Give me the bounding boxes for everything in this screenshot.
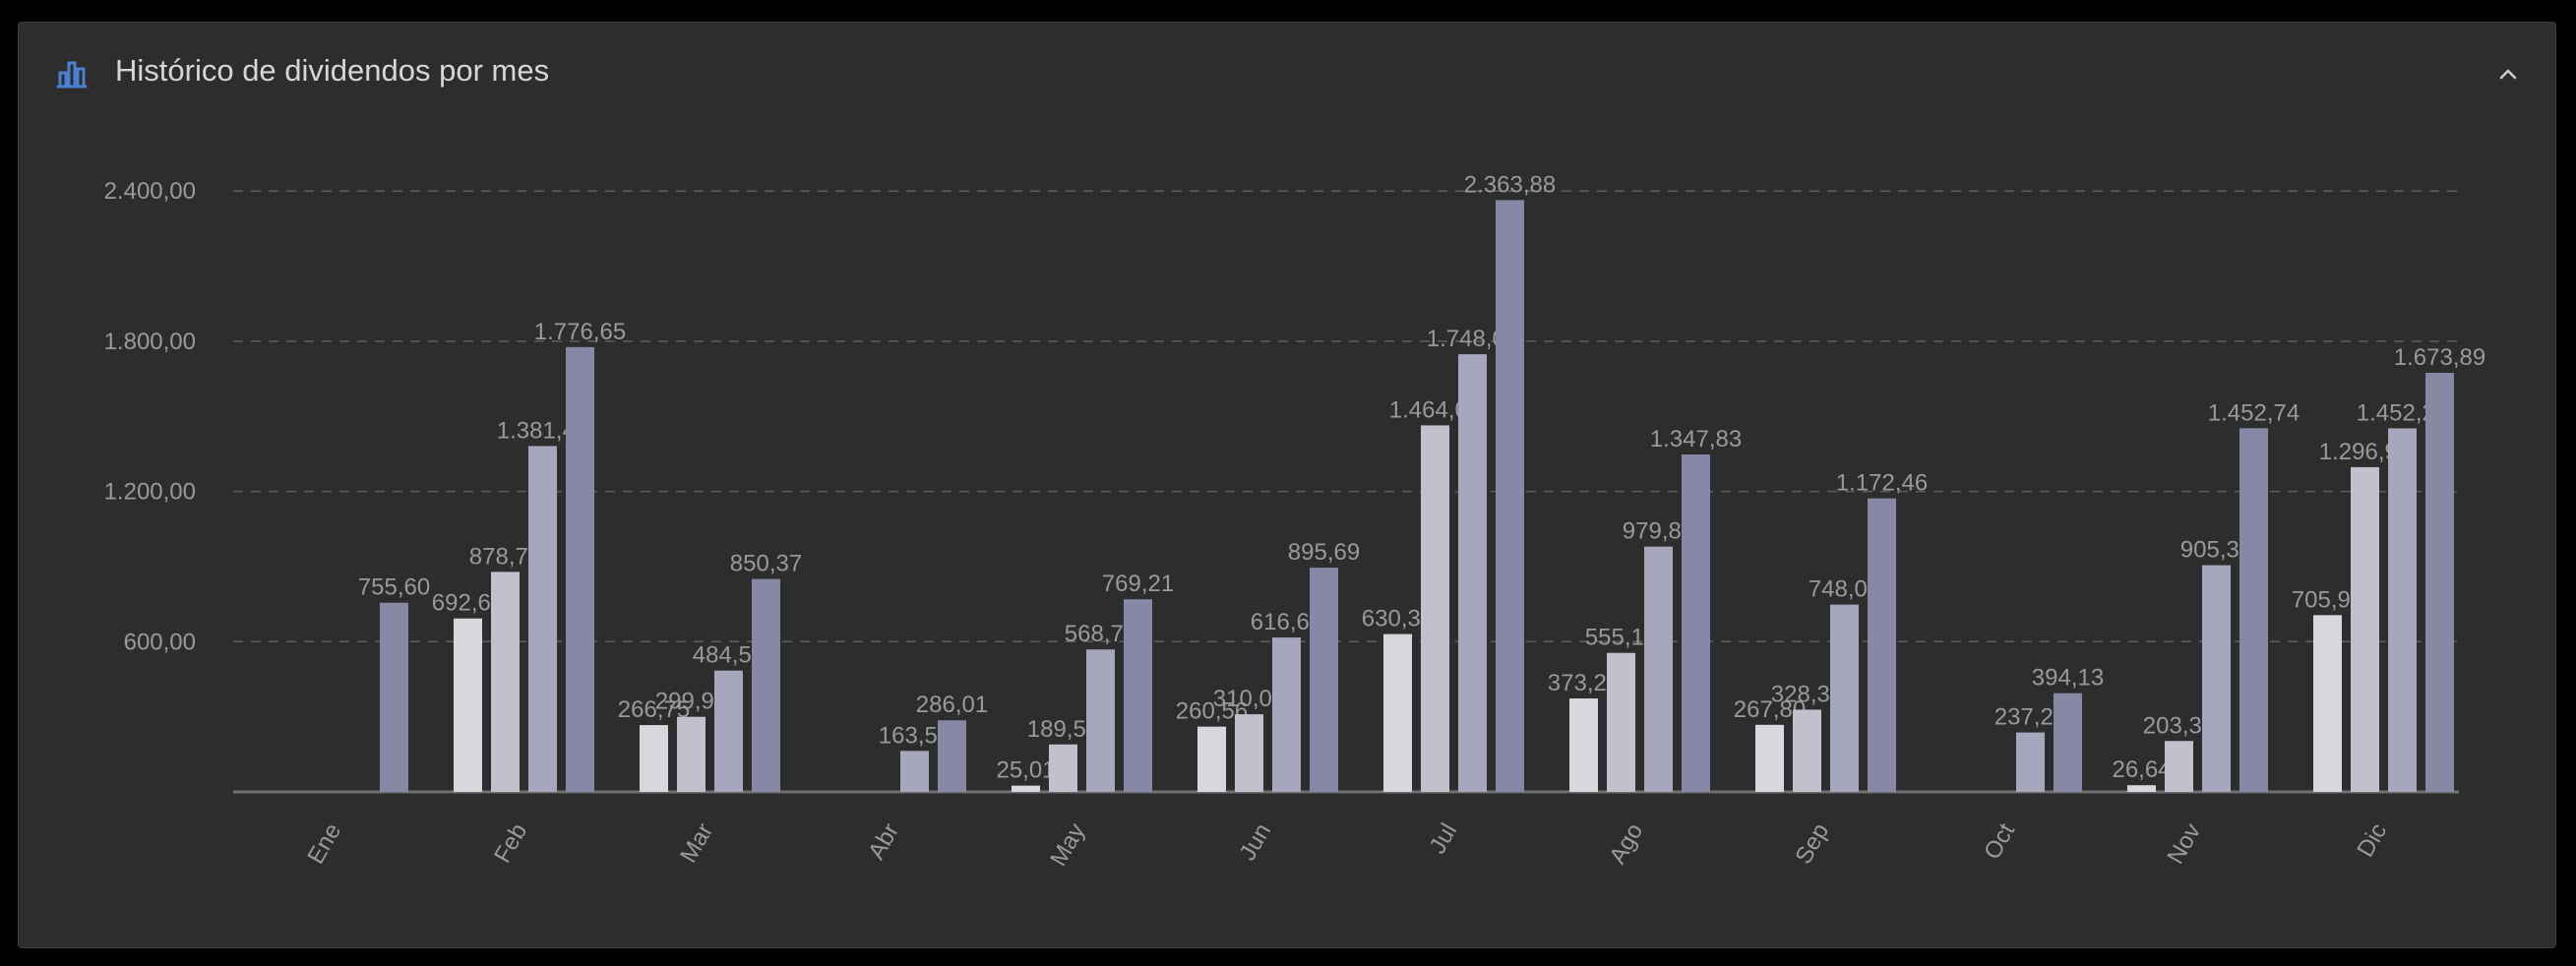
bar [2202,565,2231,792]
bar [2425,372,2454,792]
data-label: 1.673,89 [2394,344,2485,371]
dividends-panel: Histórico de dividendos por mes 600,00 1.… [18,22,2556,948]
bar [677,716,705,792]
bar [640,725,668,792]
data-label: 394,13 [2032,665,2104,692]
bar [1421,425,1449,792]
data-label: 2.363,88 [1464,171,1556,198]
x-tick-label: Jul [1424,819,1462,859]
bar [2351,466,2379,792]
bar [1607,652,1635,792]
bar [1235,714,1263,792]
x-tick-label: Dic [2352,819,2392,863]
bar [938,720,966,792]
bar [1569,698,1598,792]
x-tick-label: May [1045,819,1090,872]
y-tick-label: 2.400,00 [104,178,196,205]
y-tick-label: 1.200,00 [104,479,196,506]
bar [1682,453,1710,792]
bar [2239,428,2268,792]
bar-chart-icon [56,61,88,89]
chevron-up-icon[interactable] [2490,56,2526,91]
bar [1793,709,1821,792]
data-label: 25,01 [996,757,1055,784]
data-label: 286,01 [916,692,988,718]
bar [1755,724,1784,792]
bar [2127,785,2156,792]
bar [2165,741,2193,792]
data-label: 1.452,74 [2208,399,2300,426]
bar [1310,568,1338,792]
bar [1272,637,1301,792]
bar [2313,615,2342,792]
x-tick-label: Abr [863,819,904,865]
bar [1830,604,1859,792]
x-tick-label: Jun [1234,819,1276,866]
bar [1012,785,1040,792]
x-tick-label: Ene [302,819,346,869]
x-tick-label: Nov [2162,819,2206,869]
bar [1644,546,1673,792]
y-tick-label: 600,00 [124,629,196,655]
data-label: 895,69 [1288,539,1360,566]
bar [2388,428,2417,792]
bar [491,572,520,792]
bar [454,618,482,792]
bar [2016,732,2045,792]
data-label: 26,64 [2112,756,2171,783]
bar [900,751,929,792]
bar [714,670,743,792]
data-label: 1.172,46 [1836,470,1928,497]
x-tick-label: Sep [1790,819,1834,869]
bar [528,446,557,792]
x-tick-label: Mar [675,819,718,868]
data-label: 769,21 [1102,571,1174,597]
panel-header: Histórico de dividendos por mes [19,23,2555,125]
bar [2054,693,2082,792]
data-label: 850,37 [730,551,802,577]
data-label: 755,60 [358,574,430,601]
panel-title: Histórico de dividendos por mes [115,53,550,88]
bar [566,346,594,792]
data-label: 1.776,65 [534,319,626,345]
bar [752,578,780,792]
x-tick-label: Ago [1604,819,1648,869]
bar [1868,498,1896,792]
x-tick-label: Oct [1979,818,2020,864]
bar [1049,744,1077,792]
dividends-bar-chart: 600,001.200,001.800,002.400,00755,60Ene6… [104,171,2486,872]
bar [1496,200,1524,792]
bar [1124,599,1152,792]
x-tick-label: Feb [489,819,532,868]
y-tick-label: 1.800,00 [104,329,196,355]
bar [1197,726,1226,792]
data-label: 1.347,83 [1650,426,1742,453]
bar [1086,649,1115,792]
bar [380,602,408,792]
bar [1458,354,1487,792]
bar [1383,634,1412,792]
